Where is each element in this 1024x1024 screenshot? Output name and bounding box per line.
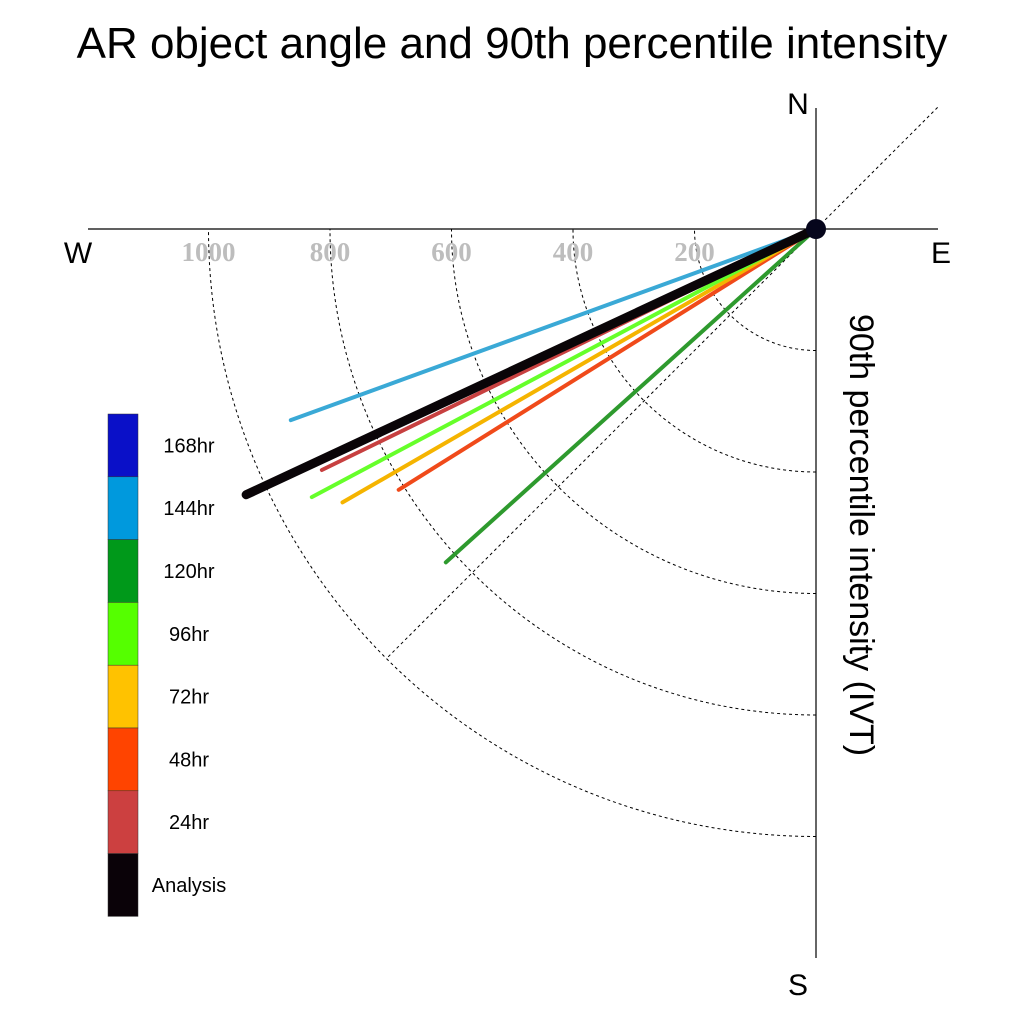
legend-label-96hr: 96hr bbox=[169, 624, 209, 646]
legend-swatch-120hr bbox=[107, 539, 139, 603]
series-line-96hr bbox=[309, 227, 818, 500]
radial-tick-label-600: 600 bbox=[431, 237, 472, 267]
legend-label-24hr: 24hr bbox=[169, 812, 209, 834]
grid-ring-600 bbox=[451, 228, 817, 594]
chart-title: AR object angle and 90th percentile inte… bbox=[77, 19, 948, 68]
grid-diagonal bbox=[386, 107, 938, 659]
grid-layer bbox=[208, 107, 938, 837]
legend-swatch-24hr bbox=[107, 790, 139, 854]
grid-ring-400 bbox=[572, 228, 817, 473]
legend-swatch-144hr bbox=[107, 476, 139, 540]
series-line-72hr bbox=[340, 227, 818, 505]
series-line-120hr bbox=[443, 227, 818, 565]
radial-tick-label-800: 800 bbox=[310, 237, 351, 267]
legend: 168hr 144hr 120hr 96hr 72hr 48hr 24hr Analysis bbox=[107, 413, 226, 917]
radial-axis-label: 90th percentile intensity (IVT) bbox=[842, 314, 880, 756]
legend-label-120hr: 120hr bbox=[163, 561, 214, 583]
grid-ring-800 bbox=[329, 228, 817, 716]
south-label: S bbox=[788, 969, 808, 1002]
series-line-144hr bbox=[288, 227, 818, 423]
legend-swatch-48hr bbox=[107, 727, 139, 792]
radial-tick-label-400: 400 bbox=[553, 237, 594, 267]
legend-swatch-168hr bbox=[107, 413, 139, 478]
legend-label-analysis: Analysis bbox=[152, 875, 226, 897]
radial-tick-label-200: 200 bbox=[674, 237, 715, 267]
radial-tick-label-1000: 1000 bbox=[182, 237, 236, 267]
series-line-48hr bbox=[396, 227, 818, 492]
north-label: N bbox=[787, 88, 809, 121]
grid-ring-1000 bbox=[208, 228, 817, 837]
grid-ring-200 bbox=[694, 228, 817, 351]
axes-layer bbox=[88, 108, 938, 958]
tick-label-layer: 200 400 600 800 1000 bbox=[182, 237, 715, 267]
east-label: E bbox=[931, 237, 951, 270]
series-layer bbox=[241, 224, 821, 565]
legend-swatch-96hr bbox=[107, 602, 139, 666]
west-label: W bbox=[64, 237, 93, 270]
origin-marker bbox=[806, 219, 826, 239]
legend-label-72hr: 72hr bbox=[169, 687, 209, 709]
legend-label-144hr: 144hr bbox=[163, 498, 214, 520]
legend-label-48hr: 48hr bbox=[169, 749, 209, 771]
legend-swatch-analysis bbox=[107, 853, 139, 917]
legend-swatch-72hr bbox=[107, 664, 139, 729]
series-line-analysis bbox=[241, 224, 821, 500]
legend-label-168hr: 168hr bbox=[163, 435, 214, 457]
